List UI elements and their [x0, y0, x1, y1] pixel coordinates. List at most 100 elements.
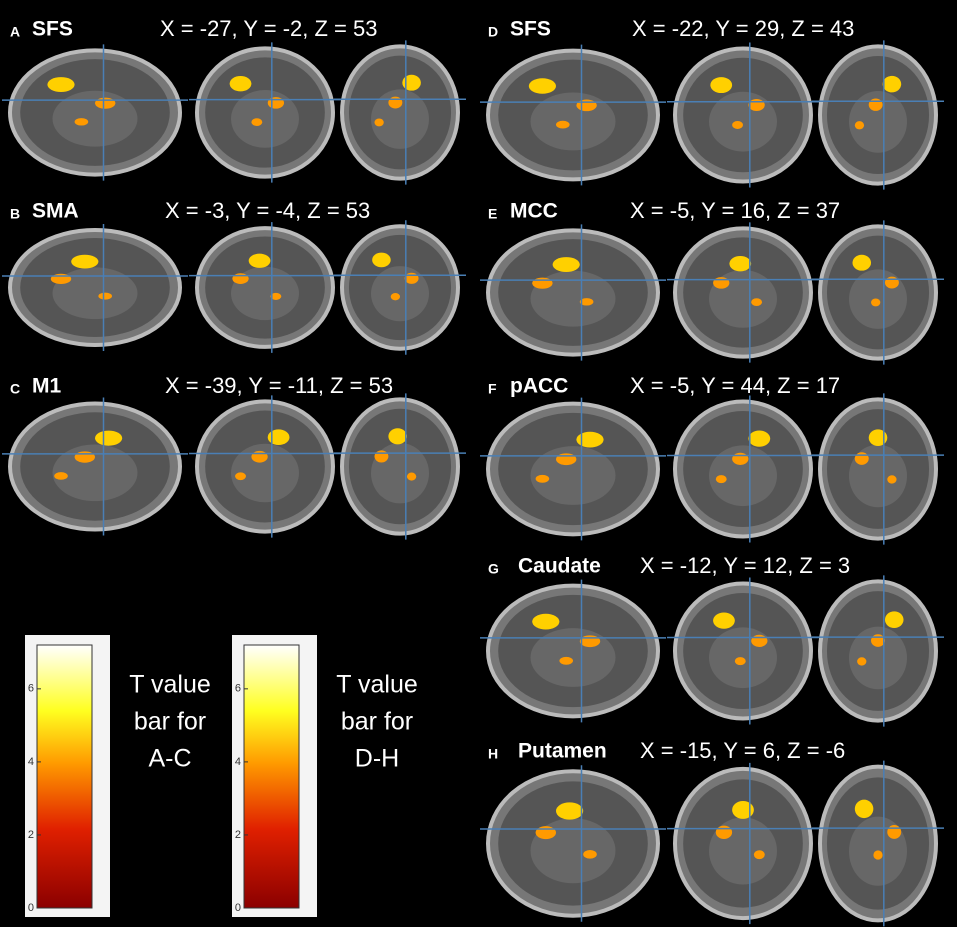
panel-letter: H — [488, 746, 498, 762]
coordinates: X = -27, Y = -2, Z = 53 — [160, 16, 378, 41]
activation-blob — [871, 634, 885, 647]
activation-blob — [54, 472, 68, 480]
brain-core — [709, 445, 777, 507]
brain-core — [52, 90, 138, 147]
activation-blob — [374, 118, 384, 127]
colorbar-tick-label: 6 — [235, 683, 241, 695]
brain-core — [231, 443, 299, 503]
activation-blob — [579, 635, 601, 648]
brain-core — [231, 90, 299, 148]
activation-blob — [873, 850, 883, 860]
activation-blob — [402, 74, 421, 91]
colorbar-label: T value — [336, 671, 418, 699]
activation-blob — [235, 472, 246, 481]
activation-blob — [882, 75, 902, 93]
activation-blob — [713, 277, 730, 289]
colorbar-tick-label: 0 — [28, 902, 34, 914]
activation-blob — [267, 429, 290, 446]
activation-blob — [748, 430, 771, 447]
brain-core — [849, 626, 907, 690]
activation-blob — [374, 450, 389, 463]
activation-blob — [535, 826, 556, 840]
activation-blob — [854, 452, 869, 465]
activation-blob — [95, 97, 116, 109]
activation-blob — [857, 657, 867, 666]
activation-blob — [74, 118, 89, 126]
colorbar-label: bar for — [134, 708, 206, 736]
panel-letter: E — [488, 206, 497, 222]
activation-blob — [232, 273, 249, 284]
brain-core — [52, 444, 138, 502]
activation-blob — [74, 451, 96, 463]
brain-core — [530, 628, 616, 687]
activation-blob — [884, 611, 904, 629]
activation-blob — [583, 849, 597, 859]
panel-letter: A — [10, 24, 20, 40]
coordinates: X = -5, Y = 44, Z = 17 — [630, 373, 840, 398]
activation-blob — [404, 272, 419, 284]
region-name: pACC — [510, 375, 568, 398]
activation-blob — [270, 292, 282, 300]
activation-blob — [868, 98, 883, 111]
activation-blob — [715, 825, 733, 840]
colorbar-tick-label: 4 — [28, 756, 34, 768]
activation-blob — [748, 99, 765, 112]
activation-blob — [556, 120, 570, 129]
activation-blob — [576, 99, 597, 112]
activation-blob — [390, 293, 400, 301]
activation-blob — [229, 75, 252, 92]
activation-blob — [732, 120, 743, 129]
colorbar-tick-label: 2 — [235, 829, 241, 841]
activation-blob — [528, 78, 557, 94]
activation-blob — [95, 430, 123, 446]
activation-blob — [559, 656, 573, 665]
coordinates: X = -12, Y = 12, Z = 3 — [640, 553, 850, 578]
activation-blob — [251, 118, 263, 126]
activation-blob — [884, 276, 899, 289]
activation-blob — [732, 452, 749, 465]
colorbar-label: D-H — [355, 745, 399, 773]
colorbar-tick-label: 0 — [235, 902, 241, 914]
activation-blob — [406, 472, 417, 481]
activation-blob — [732, 800, 754, 819]
activation-blob — [388, 428, 407, 445]
coordinates: X = -5, Y = 16, Z = 37 — [630, 198, 840, 223]
activation-blob — [729, 255, 752, 272]
colorbar-label: T value — [129, 671, 211, 699]
coordinates: X = -22, Y = 29, Z = 43 — [632, 16, 854, 41]
activation-blob — [556, 802, 584, 820]
activation-blob — [576, 431, 604, 448]
activation-blob — [556, 453, 577, 466]
activation-blob — [713, 612, 735, 629]
activation-blob — [753, 850, 765, 860]
panel-letter: G — [488, 561, 499, 577]
brain-core — [530, 92, 616, 151]
brain-core — [371, 89, 429, 149]
activation-blob — [532, 613, 560, 630]
activation-blob — [751, 634, 768, 647]
activation-blob — [98, 292, 112, 300]
colorbar-label: bar for — [341, 708, 413, 736]
brain-core — [530, 446, 616, 505]
coordinates: X = -39, Y = -11, Z = 53 — [165, 373, 393, 398]
activation-blob — [552, 257, 580, 273]
region-name: Putamen — [518, 740, 607, 763]
activation-blob — [887, 475, 897, 484]
activation-blob — [887, 825, 902, 839]
panel-letter: D — [488, 24, 498, 40]
brain-core — [52, 267, 138, 320]
panel-letter: C — [10, 381, 20, 397]
brain-core — [849, 90, 907, 153]
colorbar-tick-label: 4 — [235, 756, 241, 768]
activation-blob — [532, 277, 553, 289]
coordinates: X = -3, Y = -4, Z = 53 — [165, 198, 370, 223]
colorbar-label: A-C — [148, 745, 191, 773]
activation-blob — [715, 475, 727, 484]
region-name: Caudate — [518, 555, 601, 578]
panel-letter: B — [10, 206, 20, 222]
activation-blob — [710, 77, 733, 94]
activation-blob — [535, 474, 550, 483]
region-name: SFS — [510, 18, 551, 41]
colorbar-tick-label: 2 — [28, 829, 34, 841]
panel-letter: F — [488, 381, 497, 397]
